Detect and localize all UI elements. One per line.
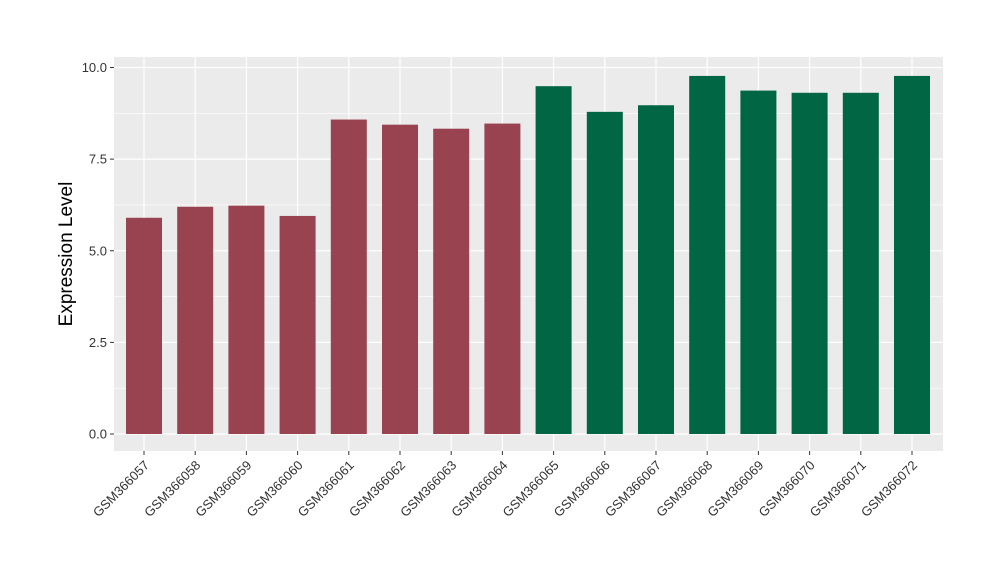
bar-GSM366060 (279, 215, 316, 434)
bar-GSM366062 (382, 124, 418, 434)
bar-GSM366058 (177, 206, 214, 434)
bar-GSM366067 (638, 105, 674, 434)
bar-GSM366072 (894, 75, 930, 434)
bar-GSM366066 (586, 111, 623, 434)
y-tick-label: 5.0 (89, 243, 107, 258)
bars (126, 75, 930, 435)
y-axis: 0.0 2.5 5.0 7.5 10.0 (82, 60, 114, 442)
bar-GSM366064 (484, 123, 521, 435)
y-tick-label: 7.5 (89, 152, 107, 167)
y-axis-title: Expression Level (56, 182, 77, 327)
bar-GSM366059 (228, 205, 265, 434)
y-tick-label: 2.5 (89, 335, 107, 350)
y-tick-label: 0.0 (89, 427, 107, 442)
bar-GSM366057 (126, 217, 162, 434)
bar-GSM366063 (433, 128, 470, 434)
bar-GSM366071 (842, 92, 879, 434)
bar-GSM366070 (791, 92, 828, 434)
bar-GSM366069 (740, 90, 777, 434)
x-axis: GSM366057GSM366058GSM366059GSM366060GSM3… (90, 451, 920, 520)
bar-GSM366068 (689, 75, 726, 434)
bar-GSM366061 (330, 119, 367, 434)
y-tick-label: 10.0 (82, 60, 107, 75)
bar-GSM366065 (535, 86, 572, 434)
